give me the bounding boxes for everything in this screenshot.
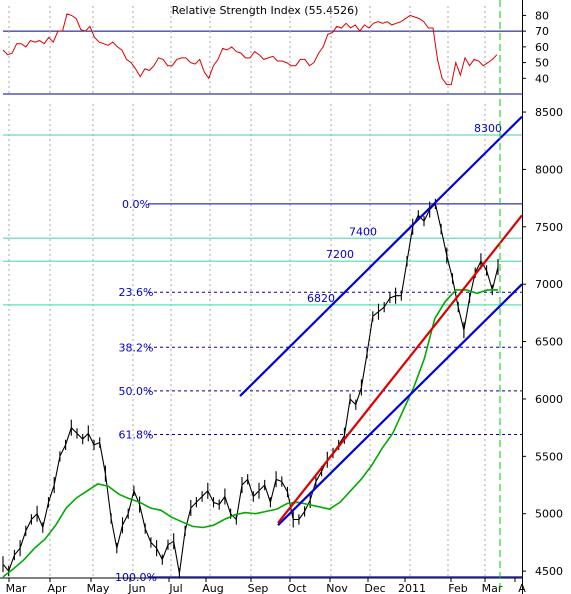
price-tick-label: 8500 (535, 106, 563, 119)
rsi-tick-label: 80 (535, 9, 549, 22)
price-tick-label: 7000 (535, 278, 563, 291)
price-tick-label: 6000 (535, 393, 563, 406)
fibonacci-level-label: 38.2% (119, 341, 154, 354)
trend-line (277, 283, 523, 526)
fibonacci-level-label: 0.0% (122, 198, 150, 211)
x-tick-label: Mar (6, 582, 27, 594)
rsi-title: Relative Strength Index (55.4526) (172, 4, 359, 17)
level-label: 8300 (474, 122, 502, 135)
x-tick-label: Sep (248, 582, 269, 594)
trend-line (277, 214, 523, 524)
x-tick-label: Dec (364, 582, 385, 594)
price-tick-label: 5000 (535, 508, 563, 521)
x-tick-label: Nov (326, 582, 348, 594)
trend-line (239, 115, 523, 397)
fibonacci-level-label: 100.0% (115, 571, 157, 584)
fibonacci-level-label: 23.6% (119, 286, 154, 299)
price-tick-label: 6500 (535, 336, 563, 349)
x-tick-label: Oct (287, 582, 307, 594)
x-tick-label: Jun (127, 582, 145, 594)
fibonacci-level-label: 50.0% (119, 385, 154, 398)
level-label: 7400 (349, 225, 377, 238)
level-label: 7200 (326, 248, 354, 261)
price-tick-label: 7500 (535, 221, 563, 234)
price-tick-label: 5500 (535, 450, 563, 463)
price-panel: 8300 7400 7200 6820 0.0% 23.6% 38.2% 50.0% 61.8… (0, 104, 563, 594)
x-tick-label: Feb (448, 582, 467, 594)
x-tick-label: May (87, 582, 110, 594)
rsi-tick-label: 60 (535, 41, 549, 54)
rsi-line (2, 13, 498, 86)
level-label: 6820 (307, 292, 335, 305)
x-tick-label: Mar (482, 582, 503, 594)
x-tick-label: Apr (47, 582, 67, 594)
x-tick-label: Aug (202, 582, 223, 594)
price-tick-label: 4500 (535, 565, 563, 578)
rsi-tick-label: 50 (535, 57, 549, 70)
x-tick-label: 2011 (398, 582, 426, 594)
rsi-tick-label: 70 (535, 25, 549, 38)
moving-average-line (2, 289, 498, 578)
x-tick-label: Jul (168, 582, 182, 594)
fibonacci-level-label: 61.8% (119, 429, 154, 442)
rsi-tick-label: 40 (535, 72, 549, 85)
rsi-panel: Relative Strength Index (55.4526) 40 50 60… (2, 4, 549, 95)
price-tick-label: 8000 (535, 163, 563, 176)
